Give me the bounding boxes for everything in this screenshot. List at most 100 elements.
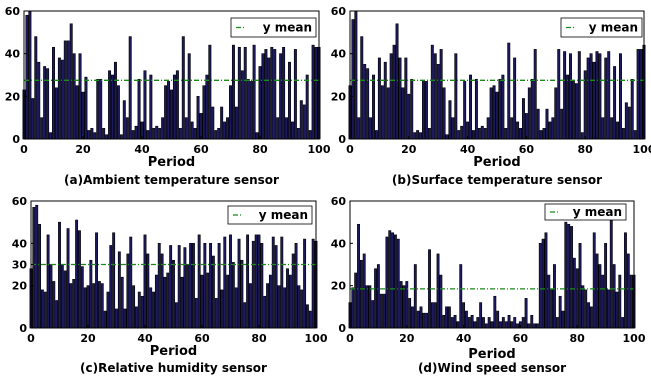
bar	[137, 291, 141, 329]
bar	[476, 317, 480, 329]
bar	[243, 46, 247, 140]
bar	[208, 44, 212, 140]
bar	[49, 264, 53, 329]
bar	[566, 74, 570, 140]
bar	[120, 276, 124, 329]
bar	[302, 104, 306, 140]
bar	[43, 291, 47, 329]
bar	[268, 274, 272, 329]
bar	[365, 285, 369, 329]
bar	[578, 243, 582, 329]
bar	[589, 306, 593, 329]
bar	[374, 268, 377, 329]
legend-label: y mean	[263, 21, 312, 35]
bar	[427, 128, 431, 140]
bar	[457, 130, 461, 140]
bar	[501, 74, 505, 140]
bar	[618, 53, 622, 140]
bar	[260, 243, 264, 329]
bar	[453, 314, 457, 329]
bar	[391, 232, 395, 329]
bar	[157, 243, 161, 329]
x-tick-label: 100	[623, 332, 646, 345]
bar	[463, 81, 467, 140]
bar	[60, 59, 64, 140]
bar	[560, 108, 564, 140]
bar	[69, 283, 73, 329]
bar	[167, 81, 171, 140]
bar	[480, 125, 484, 140]
bar	[90, 128, 94, 140]
x-tick-label: 20	[75, 143, 91, 156]
bar	[99, 78, 103, 140]
bar	[524, 113, 528, 140]
y-tick-label: 0	[338, 133, 346, 146]
bar	[376, 264, 380, 329]
bar	[306, 304, 309, 329]
bar	[473, 321, 477, 329]
bar	[52, 46, 55, 140]
bar	[209, 243, 212, 329]
bar	[464, 310, 468, 329]
bar	[462, 302, 466, 329]
x-tick-label: 80	[251, 332, 267, 345]
bar	[541, 238, 545, 329]
bar	[308, 310, 312, 329]
bar	[280, 236, 284, 329]
bar	[49, 132, 53, 140]
bar	[308, 130, 312, 140]
bar	[459, 264, 463, 329]
bar	[66, 228, 70, 329]
bar	[158, 128, 162, 140]
bar	[112, 232, 116, 329]
bar	[633, 130, 637, 140]
bar	[83, 287, 87, 329]
bar	[612, 264, 616, 329]
bar	[200, 274, 204, 329]
bar	[530, 78, 534, 140]
bar	[589, 53, 593, 140]
bar	[595, 51, 599, 140]
bar	[211, 106, 215, 140]
bar	[430, 44, 434, 140]
bar	[190, 121, 194, 140]
bar	[255, 132, 259, 140]
bar	[75, 219, 79, 329]
bar	[187, 53, 191, 140]
bar	[211, 255, 215, 329]
bar	[471, 130, 475, 140]
x-tick-label: 0	[20, 143, 28, 156]
bar	[119, 134, 123, 140]
bar	[516, 323, 519, 329]
x-axis-label: Period	[468, 347, 515, 362]
bar	[43, 66, 47, 140]
bar	[234, 287, 238, 329]
bar	[408, 298, 412, 329]
bar	[567, 223, 571, 329]
bar	[290, 121, 294, 140]
bar	[264, 49, 268, 140]
bar	[504, 128, 508, 140]
legend-label: y mean	[573, 205, 622, 219]
bar	[128, 36, 132, 140]
x-axis-label: Period	[150, 344, 197, 359]
bar	[105, 134, 109, 140]
bar	[521, 317, 525, 329]
bar	[92, 283, 96, 329]
bar	[477, 128, 481, 140]
legend-box	[230, 17, 317, 38]
bar	[135, 306, 138, 329]
bar	[229, 234, 232, 329]
bar	[72, 53, 76, 140]
bar	[288, 61, 291, 140]
bar	[294, 243, 298, 329]
bar	[293, 49, 297, 140]
bar	[174, 302, 178, 329]
bar	[155, 125, 159, 140]
bar	[362, 253, 366, 329]
bar	[624, 232, 627, 329]
y-tick-label: 20	[331, 90, 347, 103]
bar	[296, 128, 300, 140]
